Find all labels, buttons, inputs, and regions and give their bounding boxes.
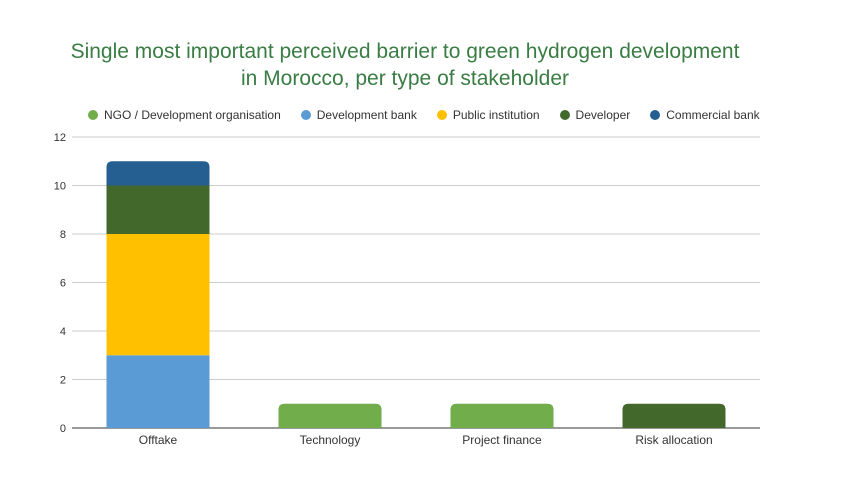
y-tick-label: 0 (60, 423, 66, 435)
legend-label: Development bank (316, 108, 417, 122)
legend-swatch (436, 110, 447, 120)
legend-swatch (88, 110, 98, 120)
legend-label: Public institution (452, 108, 540, 122)
x-category-label: Project finance (462, 433, 542, 447)
legend-swatch (300, 110, 311, 120)
bar-segment (450, 403, 554, 428)
legend-swatch (559, 110, 570, 120)
bar-segment (622, 403, 726, 428)
y-tick-label: 4 (60, 326, 66, 338)
chart-title-line-1: Single most important perceived barrier … (70, 40, 740, 63)
bar-segment (278, 403, 382, 428)
legend-item-ngo: NGO / Development organisation (88, 108, 281, 122)
y-axis-ticks: 0 2 4 6 8 10 12 (54, 132, 66, 435)
y-tick-label: 6 (60, 278, 66, 290)
x-category-label: Risk allocation (635, 433, 712, 447)
bars (106, 161, 726, 428)
chart-legend: NGO / Development organisation Developme… (88, 108, 780, 122)
y-tick-label: 10 (54, 181, 66, 193)
legend-swatch (650, 110, 661, 120)
x-category-label: Offtake (139, 433, 178, 447)
y-tick-label: 2 (60, 375, 66, 387)
chart-title-line-2: in Morocco, per type of stakeholder (240, 67, 569, 90)
bar-segment (106, 355, 210, 428)
legend-label: Developer (575, 108, 631, 122)
bar-segment (106, 234, 210, 356)
x-category-label: Technology (300, 433, 361, 447)
y-tick-label: 8 (60, 229, 66, 241)
y-tick-label: 12 (54, 132, 66, 144)
legend-item-public-institution: Public institution (436, 108, 540, 122)
legend-label: NGO / Development organisation (104, 108, 281, 122)
x-axis-labels: Offtake Technology Project finance Risk all… (139, 433, 713, 447)
legend-label: Commercial bank (666, 108, 760, 122)
legend-item-development-bank: Development bank (300, 108, 417, 122)
legend-item-commercial-bank: Commercial bank (650, 108, 760, 122)
bar-segment (106, 185, 210, 234)
bar-segment (106, 161, 210, 186)
chart-title: Single most important perceived barrier … (0, 38, 810, 92)
legend-item-developer: Developer (559, 108, 631, 122)
